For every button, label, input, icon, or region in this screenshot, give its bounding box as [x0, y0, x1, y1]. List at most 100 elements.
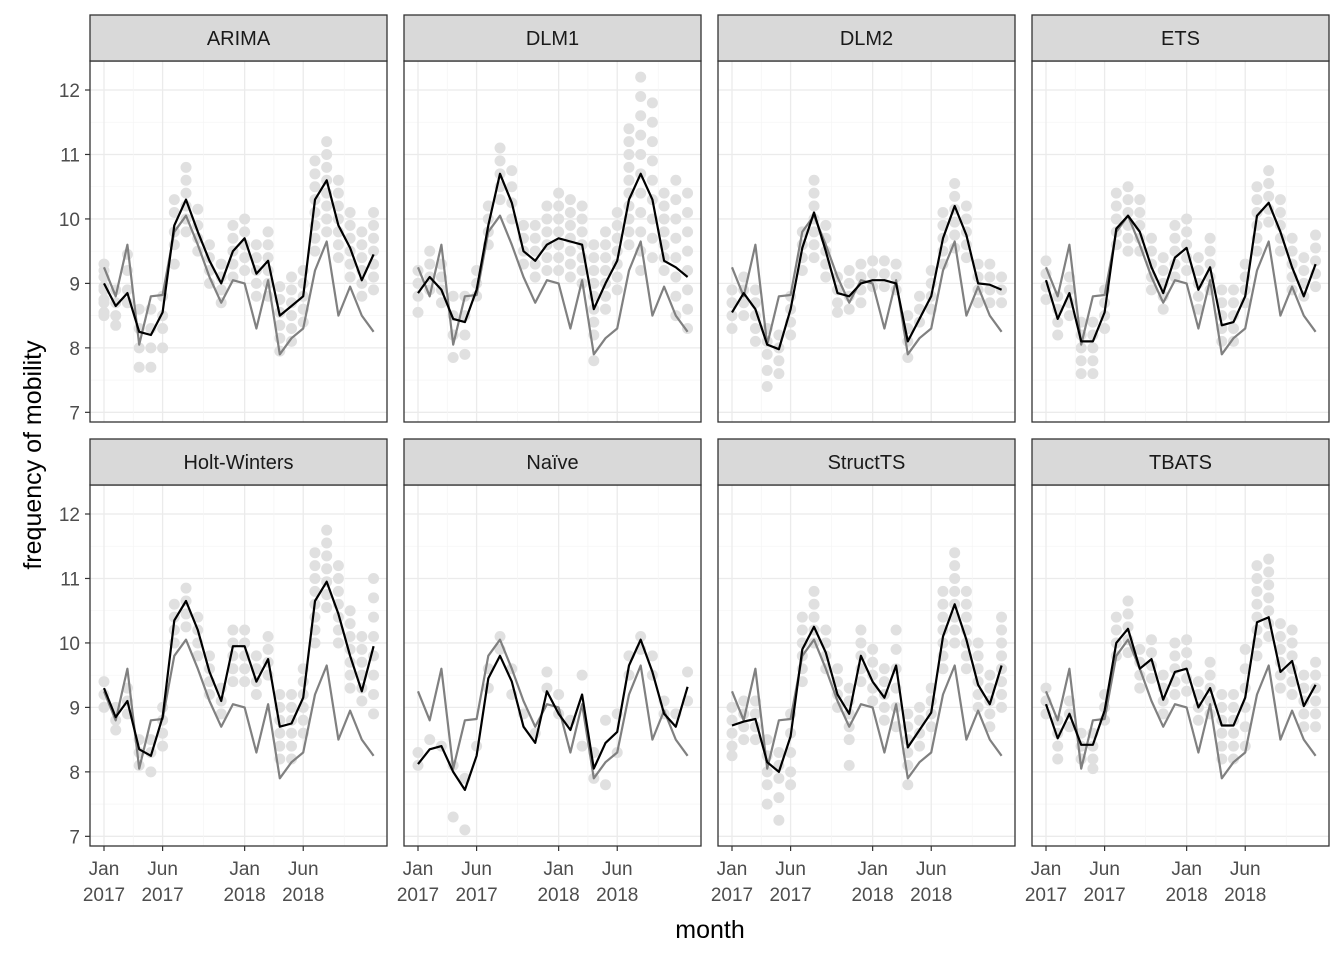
simulation-point [1310, 669, 1322, 681]
simulation-point [949, 229, 961, 241]
simulation-point [203, 239, 215, 251]
simulation-point [1228, 727, 1240, 739]
simulation-point [412, 747, 424, 759]
simulation-point [541, 252, 553, 264]
simulation-point [949, 624, 961, 636]
simulation-point [600, 226, 612, 238]
simulation-point [635, 129, 647, 141]
simulation-point [286, 297, 298, 309]
simulation-point [726, 297, 738, 309]
simulation-point [1274, 630, 1286, 642]
x-tick-label-year: 2017 [1025, 885, 1067, 906]
simulation-point [600, 252, 612, 264]
simulation-point [785, 329, 797, 341]
simulation-point [1251, 598, 1263, 610]
simulation-point [1251, 194, 1263, 206]
simulation-point [1310, 708, 1322, 720]
simulation-point [1228, 335, 1240, 347]
simulation-point [749, 708, 761, 720]
simulation-point [855, 637, 867, 649]
simulation-point [611, 284, 623, 296]
simulation-point [984, 258, 996, 270]
forecast-line [102, 580, 375, 757]
simulation-point [902, 759, 914, 771]
simulation-point [1192, 265, 1204, 277]
simulation-point [1286, 637, 1298, 649]
gridlines [718, 61, 1015, 422]
simulation-point [1298, 682, 1310, 694]
simulation-point [902, 310, 914, 322]
simulation-point [984, 721, 996, 733]
simulation-point [1122, 194, 1134, 206]
simulation-point [914, 290, 926, 302]
simulation-point [996, 676, 1008, 688]
x-tick-label-month: Jan [857, 859, 888, 880]
simulation-point [168, 598, 180, 610]
simulation-point [356, 239, 368, 251]
simulation-point [820, 219, 832, 231]
panel-arima: ARIMA [89, 14, 388, 423]
strip-background [403, 438, 702, 486]
simulation-point [344, 682, 356, 694]
simulation-point [996, 611, 1008, 623]
simulation-point [262, 226, 274, 238]
simulation-point [611, 219, 623, 231]
simulation-point [738, 310, 750, 322]
simulation-point [274, 319, 286, 331]
simulation-point [564, 258, 576, 270]
simulation-point [286, 689, 298, 701]
simulation-point [344, 669, 356, 681]
simulation-point [332, 174, 344, 186]
simulation-point [843, 303, 855, 315]
simulation-point [1087, 316, 1099, 328]
simulation-point [1145, 672, 1157, 684]
simulation-point [1052, 316, 1064, 328]
simulation-point [541, 265, 553, 277]
simulation-point [1157, 265, 1169, 277]
simulation-point [1251, 585, 1263, 597]
simulation-point [145, 361, 157, 373]
simulation-point [1216, 727, 1228, 739]
simulation-point [682, 206, 694, 218]
x-tick-label-month: Jan [403, 859, 434, 880]
simulation-point [494, 155, 506, 167]
strip-label: ARIMA [207, 28, 271, 50]
simulation-point [682, 226, 694, 238]
simulation-point [412, 759, 424, 771]
gridlines [1032, 485, 1329, 846]
simulation-point [1087, 368, 1099, 380]
forecast-line [417, 638, 689, 792]
y-axis: 7 8 9 10 11 12 [59, 505, 90, 848]
simulation-point [670, 174, 682, 186]
simulation-point [1216, 701, 1228, 713]
panel-background [404, 485, 701, 846]
simulation-point [1063, 310, 1075, 322]
simulation-point [925, 721, 937, 733]
panels-layer: ARIMA DLM1 DLM2 ETS Holt-Winters Naïve StructT… [89, 14, 1330, 847]
simulation-point [168, 206, 180, 218]
simulation-point [623, 174, 635, 186]
simulation-point [250, 650, 262, 662]
simulation-point [1228, 689, 1240, 701]
simulation-point [960, 213, 972, 225]
simulation-point [541, 682, 553, 694]
simulation-point [937, 598, 949, 610]
panel-tbats: TBATS [1031, 438, 1330, 847]
simulation-point [1298, 669, 1310, 681]
simulation-point [1052, 753, 1064, 765]
simulation-point [646, 116, 658, 128]
simulation-point [1134, 682, 1146, 694]
simulation-point [1274, 669, 1286, 681]
simulation-point [635, 71, 647, 83]
simulation-point [356, 252, 368, 264]
strip-label: StructTS [828, 452, 906, 474]
simulation-point [761, 779, 773, 791]
simulation-point [1169, 219, 1181, 231]
simulation-point [972, 637, 984, 649]
simulation-point [215, 708, 227, 720]
simulation-point [98, 294, 110, 306]
simulation-point [890, 643, 902, 655]
simulation-point [670, 290, 682, 302]
x-tick-label-year: 2018 [1224, 885, 1266, 906]
simulation-point [855, 624, 867, 636]
